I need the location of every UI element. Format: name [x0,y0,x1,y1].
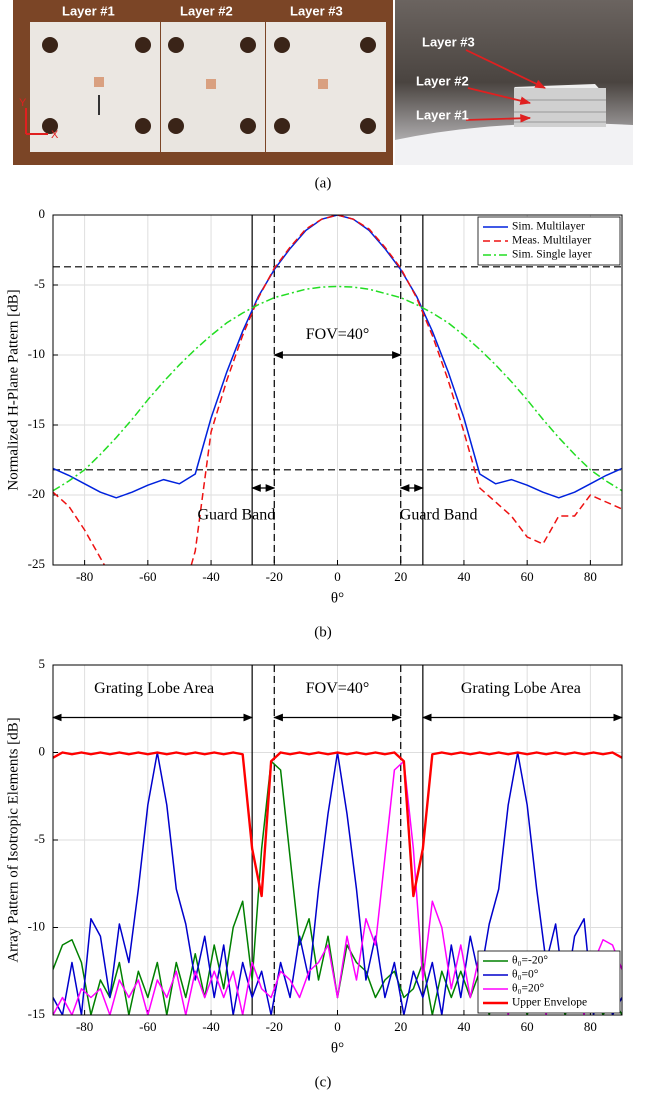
photo-label: Layer #1 [416,107,469,122]
legend-label: Meas. Multilayer [512,235,591,247]
series-line [53,215,622,565]
legend-box [477,216,621,266]
axis-x-label: X [51,129,59,141]
y-tick-label: -5 [34,831,45,846]
legend-label: θ₀=-20° [512,955,548,967]
x-tick-label: 60 [521,569,534,584]
y-tick-label: -10 [28,346,45,361]
photo-label: Layer #2 [416,73,469,88]
caption: (a) [315,175,332,191]
photo: Layer #1 Layer #2 Layer #3 Y X Layer #3 … [13,0,633,165]
legend-label: θ₀=20° [512,983,545,995]
x-tick-label: -60 [139,1019,156,1034]
y-tick-label: -25 [28,556,45,571]
y-axis-label: Array Pattern of Isotropic Elements [dB] [5,717,21,962]
annotation: FOV=40° [306,680,369,697]
annotation: Guard Band [400,507,478,524]
y-tick-label: -15 [28,1006,45,1021]
y-tick-label: -15 [28,416,45,431]
y-axis-label: Normalized H-Plane Pattern [dB] [5,289,21,490]
x-tick-label: 0 [334,569,341,584]
x-tick-label: 0 [334,1019,341,1034]
plot-frame [52,214,623,566]
series-line [53,285,622,492]
y-tick-label: -10 [28,918,45,933]
legend-label: θ₀=0° [512,969,539,981]
legend-label: Sim. Multilayer [512,221,585,233]
y-tick-label: -5 [34,276,45,291]
plot-frame [52,664,623,1016]
legend-label: Sim. Single layer [512,249,592,261]
x-tick-label: -80 [76,1019,93,1034]
x-tick-label: 20 [394,569,407,584]
x-tick-label: -80 [76,569,93,584]
legend-label: Upper Envelope [512,997,587,1009]
y-tick-label: -20 [28,486,45,501]
x-tick-label: 20 [394,1019,407,1034]
x-tick-label: 40 [457,1019,470,1034]
x-tick-label: -40 [202,1019,219,1034]
x-tick-label: -20 [266,569,283,584]
x-tick-label: 80 [584,1019,597,1034]
photo-label: Layer #3 [422,34,475,49]
caption: (c) [315,1074,332,1090]
plot: -80 -60 -40 -20 0 20 40 60 80 -25 -20 -15 -10 -5 0 FOV=… [5,206,623,606]
axis-y-label: Y [19,97,27,109]
photo-label: Layer #3 [290,3,343,18]
x-tick-label: -40 [202,569,219,584]
caption: (b) [314,624,332,640]
plot: -80 -60 -40 -20 0 20 40 60 80 -15 -10 -5 0 5 Grating L… [5,656,623,1056]
x-tick-label: 60 [521,1019,534,1034]
annotation: Guard Band [197,507,275,524]
series-line [53,751,622,898]
annotation: Grating Lobe Area [461,680,581,697]
annotation: Grating Lobe Area [94,680,214,697]
x-axis-label: θ° [331,590,344,606]
annotation: FOV=40° [306,326,369,343]
plot-area [53,215,622,565]
legend: Sim. Multilayer Meas. Multilayer Sim. Sing… [477,216,621,266]
series-line [53,215,622,499]
y-tick-label: 0 [39,743,46,758]
photo-label: Layer #2 [180,3,233,18]
x-tick-label: -20 [266,1019,283,1034]
x-axis-label: θ° [331,1040,344,1056]
photo-label: Layer #1 [62,3,115,18]
x-tick-label: -60 [139,569,156,584]
legend: θ₀=-20° θ₀=0° θ₀=20° Upper Envelope [477,950,621,1014]
y-tick-label: 5 [39,656,46,671]
y-tick-label: 0 [39,206,46,221]
x-tick-label: 40 [457,569,470,584]
x-tick-label: 80 [584,569,597,584]
